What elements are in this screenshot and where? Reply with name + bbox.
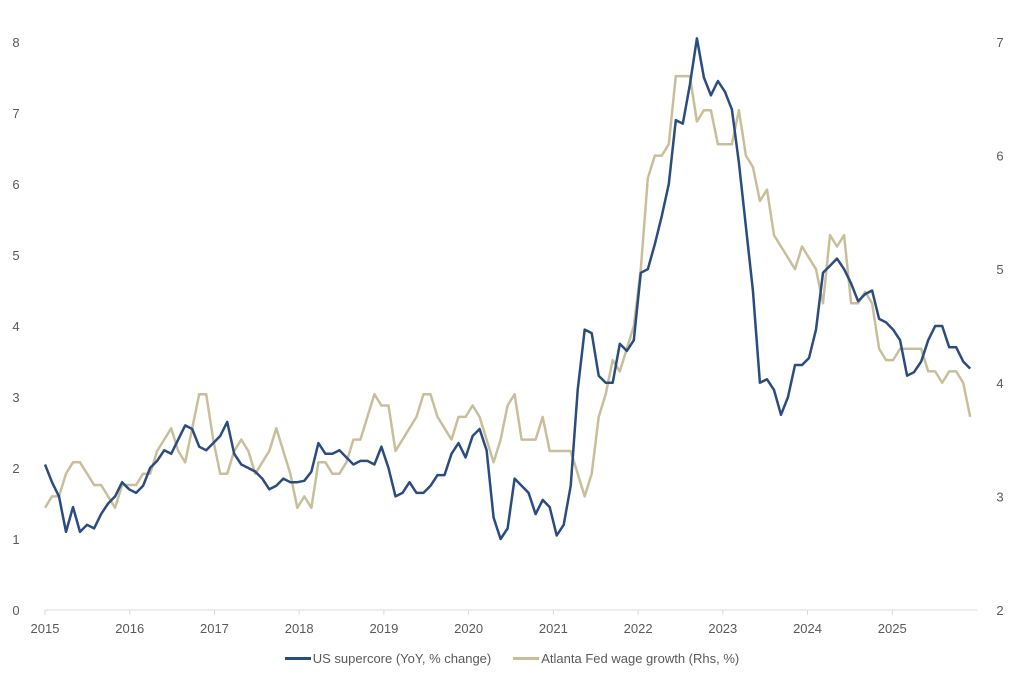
y-left-tick-label: 2 [12,461,19,476]
legend-label: US supercore (YoY, % change) [312,651,492,666]
legend-label: Atlanta Fed wage growth (Rhs, %) [541,651,740,666]
y-left-tick-label: 4 [12,319,19,334]
x-tick-label: 2019 [369,621,398,636]
x-tick-label: 2023 [708,621,737,636]
legend-swatch [284,657,311,660]
series-line-supercore [43,37,972,541]
x-tick-label: 2017 [200,621,229,636]
y-left-tick-label: 5 [12,248,19,263]
y-left-tick-label: 3 [12,390,19,405]
y-left-tick-label: 7 [12,106,19,121]
x-tick-label: 2022 [624,621,653,636]
y-left-tick-label: 1 [12,532,19,547]
legend-item-wage-growth: Atlanta Fed wage growth (Rhs, %) [513,651,739,666]
series-line-wage-growth [43,74,972,510]
x-tick-label: 2015 [31,621,60,636]
y-left-tick-label: 8 [12,35,19,50]
x-tick-label: 2024 [793,621,822,636]
legend-swatch [513,657,540,660]
legend-item-supercore: US supercore (YoY, % change) [284,651,492,666]
y-left-tick-label: 6 [12,177,19,192]
y-right-tick-label: 7 [996,35,1003,50]
y-right-tick-label: 4 [996,376,1003,391]
y-right-tick-label: 2 [996,603,1003,618]
y-left-tick-label: 0 [12,603,19,618]
legend: US supercore (YoY, % change) Atlanta Fed… [0,651,1024,666]
y-right-tick-label: 5 [996,262,1003,277]
x-tick-label: 2016 [115,621,144,636]
x-tick-label: 2025 [878,621,907,636]
y-right-tick-label: 3 [996,489,1003,504]
x-tick-label: 2021 [539,621,568,636]
x-tick-label: 2018 [285,621,314,636]
x-tick-label: 2020 [454,621,483,636]
y-right-tick-label: 6 [996,149,1003,164]
